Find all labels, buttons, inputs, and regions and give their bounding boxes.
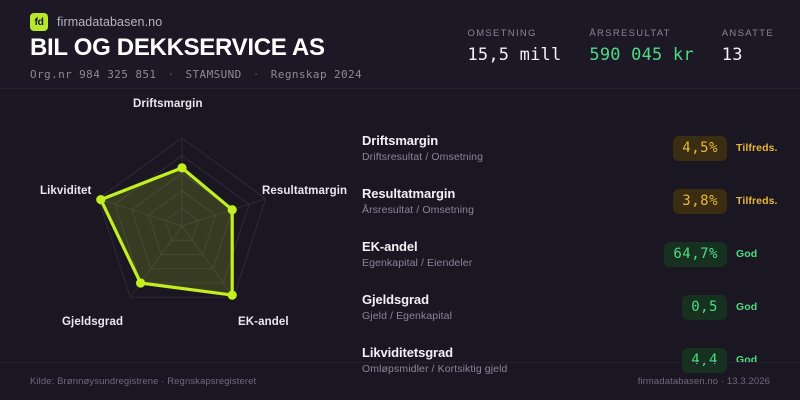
- radar-chart-svg: [96, 137, 267, 300]
- header-stats: OMSETNING 15,5 mill ÅRSRESULTAT 590 045 …: [468, 28, 775, 65]
- company-place: STAMSUND: [185, 68, 242, 81]
- metric-row-gjeldsgrad: Gjeldsgrad Gjeld / Egenkapital 0,5 God: [362, 287, 787, 327]
- radar-data-point: [227, 205, 237, 215]
- footer-source: Kilde: Brønnøysundregistrene · Regnskaps…: [30, 376, 257, 387]
- metric-formula: Egenkapital / Eiendeler: [362, 257, 473, 269]
- metric-name: EK-andel: [362, 239, 418, 254]
- metric-value-badge: 3,8%: [673, 188, 727, 214]
- metrics-list: Driftsmargin Driftsresultat / Omsetning …: [362, 128, 787, 393]
- meta-separator-2: ·: [252, 68, 260, 81]
- radar-data-point: [96, 195, 106, 205]
- metric-text: Driftsmargin Driftsresultat / Omsetning: [362, 133, 649, 163]
- metric-formula: Driftsresultat / Omsetning: [362, 151, 484, 163]
- metric-value-badge: 64,7%: [664, 241, 727, 267]
- radar-grid-ring: [114, 154, 250, 284]
- metric-value-badge: 4,5%: [673, 135, 727, 161]
- metric-badge-slot: 0,5: [649, 294, 727, 320]
- status-badge: God: [736, 301, 758, 313]
- stat-value: 590 045 kr: [589, 45, 694, 65]
- metric-name: Driftsmargin: [362, 133, 439, 148]
- metric-row-driftsmargin: Driftsmargin Driftsresultat / Omsetning …: [362, 128, 787, 168]
- radar-data-point: [136, 278, 146, 288]
- metric-badge-slot: 4,5%: [649, 135, 727, 161]
- metric-value-badge: 4,4: [682, 347, 727, 373]
- metric-value-group: 3,8% Tilfreds.: [649, 188, 787, 214]
- metric-text: EK-andel Egenkapital / Eiendeler: [362, 239, 649, 269]
- stat-arsresultat: ÅRSRESULTAT 590 045 kr: [589, 28, 693, 65]
- radar-data-points: [96, 163, 237, 300]
- metric-value-group: 4,5% Tilfreds.: [649, 135, 787, 161]
- stat-omsetning: OMSETNING 15,5 mill: [468, 28, 562, 65]
- status-badge: Tilfreds.: [736, 142, 778, 154]
- radar-axis-label-driftsmargin: Driftsmargin: [133, 98, 203, 110]
- header: fd firmadatabasen.no BIL OG DEKKSERVICE …: [0, 0, 800, 89]
- radar-axis-line: [181, 198, 266, 227]
- brand-logo[interactable]: fd firmadatabasen.no: [30, 13, 162, 31]
- radar-grid-ring: [97, 137, 267, 298]
- metric-row-likviditetsgrad: Likviditetsgrad Omløpsmidler / Kortsikti…: [362, 340, 787, 380]
- radar-axis-label-gjeldsgrad: Gjeldsgrad: [62, 316, 124, 328]
- radar-chart: Driftsmargin Resultatmargin EK-andel Gje…: [0, 89, 355, 362]
- metric-row-ek-andel: EK-andel Egenkapital / Eiendeler 64,7% G…: [362, 234, 787, 274]
- radar-axis-line: [98, 198, 183, 227]
- radar-axis-line: [181, 225, 235, 298]
- status-badge: God: [736, 354, 758, 366]
- radar-axis-label-likviditet: Likviditet: [40, 185, 92, 197]
- radar-axis-label-resultatmargin: Resultatmargin: [262, 185, 348, 197]
- metric-value-group: 64,7% God: [649, 241, 787, 267]
- metric-name: Likviditetsgrad: [362, 345, 453, 360]
- metric-text: Resultatmargin Årsresultat / Omsetning: [362, 186, 649, 216]
- meta-separator-1: ·: [167, 68, 175, 81]
- metric-value-group: 0,5 God: [649, 294, 787, 320]
- metric-name: Resultatmargin: [362, 186, 456, 201]
- metric-badge-slot: 4,4: [649, 347, 727, 373]
- company-fiscal-year: Regnskap 2024: [270, 68, 363, 81]
- metric-name: Gjeldsgrad: [362, 292, 429, 307]
- stat-value: 15,5 mill: [467, 45, 562, 65]
- metric-formula: Gjeld / Egenkapital: [362, 310, 453, 322]
- radar-axis-label-ek-andel: EK-andel: [238, 316, 289, 328]
- stat-label: ANSATTE: [721, 28, 774, 39]
- stat-ansatte: ANSATTE 13: [722, 28, 774, 65]
- footer: Kilde: Brønnøysundregistrene · Regnskaps…: [0, 362, 800, 400]
- metric-row-resultatmargin: Resultatmargin Årsresultat / Omsetning 3…: [362, 181, 787, 221]
- status-badge: Tilfreds.: [736, 195, 778, 207]
- metric-formula: Årsresultat / Omsetning: [362, 204, 475, 216]
- company-orgnr: Org.nr 984 325 851: [30, 68, 157, 81]
- metric-value-group: 4,4 God: [649, 347, 787, 373]
- firmadatabasen-logo-icon: fd: [30, 13, 48, 31]
- metric-formula: Omløpsmidler / Kortsiktig gjeld: [362, 363, 508, 375]
- radar-grid-ring: [164, 207, 200, 241]
- radar-data-point: [227, 290, 237, 300]
- radar-grid-ring: [147, 190, 217, 255]
- metric-text: Likviditetsgrad Omløpsmidler / Kortsikti…: [362, 345, 649, 375]
- metric-badge-slot: 64,7%: [649, 241, 727, 267]
- stat-label: OMSETNING: [467, 28, 537, 39]
- company-meta: Org.nr 984 325 851 · STAMSUND · Regnskap…: [30, 68, 362, 81]
- metric-value-badge: 0,5: [682, 294, 727, 320]
- page-title: BIL OG DEKKSERVICE AS: [30, 34, 325, 61]
- status-badge: God: [736, 248, 758, 260]
- footer-credit: firmadatabasen.no · 13.3.2026: [637, 376, 770, 387]
- stat-label: ÅRSRESULTAT: [589, 28, 671, 39]
- metric-badge-slot: 3,8%: [649, 188, 727, 214]
- brand-name: firmadatabasen.no: [57, 15, 163, 29]
- stat-value: 13: [721, 45, 743, 65]
- metric-text: Gjeldsgrad Gjeld / Egenkapital: [362, 292, 649, 322]
- radar-data-point: [177, 163, 187, 173]
- radar-series-area: [99, 166, 234, 297]
